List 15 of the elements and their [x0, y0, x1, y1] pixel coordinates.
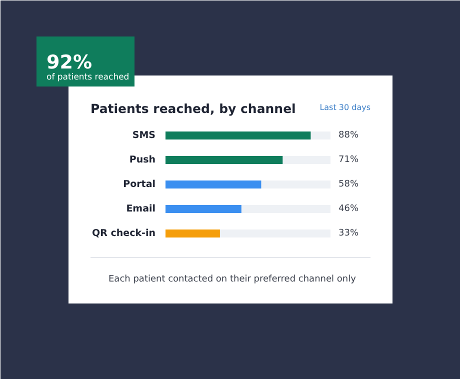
- chart-title: Patients reached, by channel: [90, 101, 296, 116]
- text: Each patient contacted on their preferred channel only: [108, 274, 357, 284]
- data-label: 88%: [338, 130, 359, 140]
- data-label: 33%: [338, 228, 359, 238]
- data-label: 71%: [338, 155, 359, 165]
- y-tick-label: Push: [129, 154, 156, 166]
- chart-subtitle: Last 30 days: [320, 103, 370, 112]
- text: 92%: [46, 52, 92, 74]
- data-label: 46%: [338, 204, 359, 214]
- y-tick-label: QR check-in: [92, 228, 156, 239]
- text: of patients reached: [46, 72, 130, 82]
- y-tick-label: SMS: [132, 130, 156, 141]
- data-label: 58%: [338, 180, 359, 190]
- y-tick-label: Portal: [123, 179, 156, 190]
- y-tick-label: Email: [126, 204, 156, 214]
